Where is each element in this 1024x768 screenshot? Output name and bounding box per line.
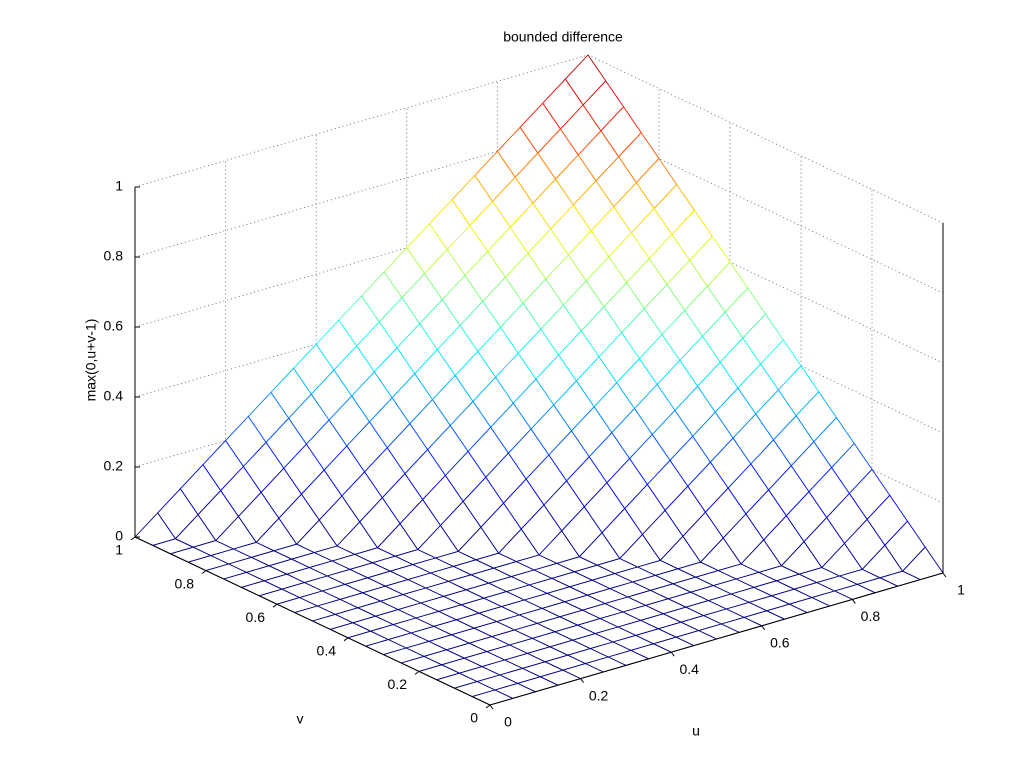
y-tick-label: 0.6 [246, 609, 266, 625]
grid-line [587, 124, 944, 294]
z-tick-label: 0.4 [104, 388, 124, 404]
axis-line [489, 572, 944, 706]
tick-mark [343, 637, 349, 642]
tick-mark [580, 678, 584, 683]
z-axis-label: max(0,u+v-1) [83, 319, 99, 402]
y-tick-label: 0.4 [317, 643, 337, 659]
tick-mark [489, 704, 494, 710]
axis-line [134, 536, 491, 706]
x-tick-label: 0.2 [589, 687, 609, 703]
y-tick-label: 1 [115, 542, 123, 558]
y-tick-label: 0.8 [175, 575, 195, 591]
x-tick-label: 0.8 [861, 608, 881, 624]
tick-mark [852, 599, 856, 604]
tick-mark [670, 651, 675, 657]
x-tick-label: 1 [957, 582, 965, 598]
tick-mark [942, 572, 947, 578]
tick-mark [761, 625, 766, 631]
y-tick-label: 0 [470, 710, 478, 726]
x-tick-label: 0.4 [679, 661, 699, 677]
z-tick-label: 0.2 [104, 458, 124, 474]
tick-mark [485, 704, 491, 709]
x-axis-label: u [692, 723, 700, 739]
x-tick-label: 0 [504, 714, 512, 730]
x-tick-label: 0.6 [770, 635, 790, 651]
z-tick-label: 0 [115, 528, 123, 544]
tick-mark [272, 603, 278, 608]
tick-mark [414, 671, 420, 675]
grid-line [587, 194, 944, 364]
z-tick-label: 0.8 [104, 248, 124, 264]
z-tick-label: 0.6 [104, 318, 124, 334]
z-tick-label: 1 [115, 178, 123, 194]
tick-mark [130, 536, 136, 541]
y-tick-label: 0.2 [388, 676, 408, 692]
grid-line [587, 54, 944, 224]
tick-mark [201, 570, 207, 574]
y-axis-label: v [297, 711, 304, 727]
chart-title: bounded difference [503, 29, 623, 45]
